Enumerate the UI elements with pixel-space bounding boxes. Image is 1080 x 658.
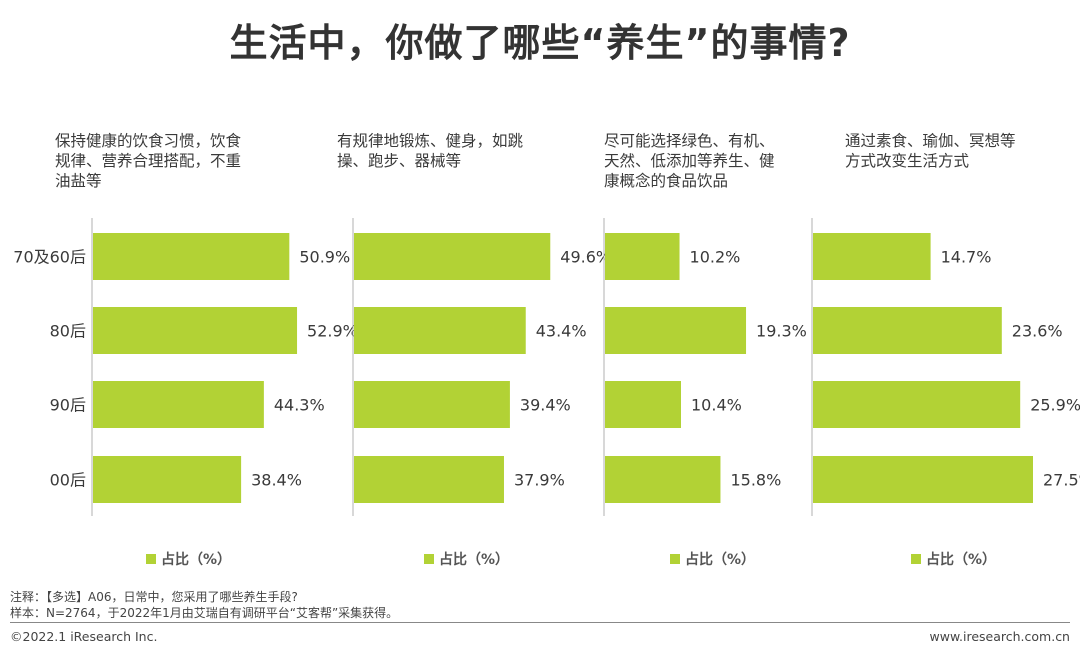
legend-swatch [670,554,680,564]
legend-swatch [424,554,434,564]
legend-label: 占比（%） [161,552,232,568]
bar [605,381,681,428]
panel-3-label-line: 天然、低添加等养生、健 [604,152,775,170]
category-label: 00后 [50,471,86,490]
note-question: 注释：【多选】A06，日常中，您采用了哪些养生手段? [10,590,298,604]
bar [354,307,526,354]
legend-label: 占比（%） [926,552,997,568]
data-label: 10.4% [691,396,742,415]
data-label: 27.5% [1043,471,1080,490]
bar [605,456,721,503]
legend-label: 占比（%） [439,552,510,568]
panel-4-label: 通过素食、瑜伽、冥想等 方式改变生活方式 [845,131,1016,171]
data-label: 44.3% [274,396,325,415]
data-label: 52.9% [307,322,358,341]
panel-2-label-line: 操、跑步、器械等 [337,152,462,170]
category-label: 80后 [50,322,86,341]
data-label: 14.7% [941,248,992,267]
page-title: 生活中，你做了哪些“养生”的事情? [229,21,851,65]
panel-1-label: 保持健康的饮食习惯，饮食 规律、营养合理搭配，不重 油盐等 [55,131,241,191]
bar [605,307,747,354]
bar [93,233,290,280]
bar [813,233,931,280]
legend-3: 占比（%） [670,549,758,569]
panel-1-label-line: 保持健康的饮食习惯，饮食 [55,132,242,150]
website-link[interactable]: www.iresearch.com.cn [929,629,1071,644]
bar [354,456,504,503]
panel-4-label-line: 方式改变生活方式 [845,152,970,170]
data-label: 25.9% [1030,396,1080,415]
bar [813,381,1021,428]
legend-swatch [911,554,921,564]
bar [93,381,264,428]
bar [93,456,242,503]
panel-2-label-line: 有规律地锻炼、健身，如跳 [337,132,524,150]
bar [354,233,551,280]
category-label: 70及60后 [13,248,86,267]
panel-1-label-line: 规律、营养合理搭配，不重 [55,152,242,170]
legend-1: 占比（%） [146,549,234,569]
data-label: 50.9% [299,248,350,267]
bar [813,307,1002,354]
panel-3-label-line: 康概念的食品饮品 [604,172,729,190]
panel-3-label: 尽可能选择绿色、有机、 天然、低添加等养生、健 康概念的食品饮品 [604,131,775,191]
data-label: 37.9% [514,471,565,490]
data-label: 19.3% [756,322,807,341]
panel-3-label-line: 尽可能选择绿色、有机、 [604,132,775,150]
panel-1-label-line: 油盐等 [55,172,102,190]
bar [605,233,680,280]
data-label: 15.8% [730,471,781,490]
panel-4-label-line: 通过素食、瑜伽、冥想等 [845,132,1016,150]
category-label: 90后 [50,396,86,415]
legend-4: 占比（%） [911,549,999,569]
footer-divider [10,622,1070,623]
data-label: 39.4% [520,396,571,415]
data-label: 23.6% [1012,322,1063,341]
legend-2: 占比（%） [424,549,512,569]
data-label: 38.4% [251,471,302,490]
copyright: ©2022.1 iResearch Inc. [10,629,158,644]
data-label: 10.2% [690,248,741,267]
data-label: 49.6% [560,248,611,267]
panel-2-label: 有规律地锻炼、健身，如跳 操、跑步、器械等 [337,131,523,171]
data-label: 43.4% [536,322,587,341]
legend-swatch [146,554,156,564]
note-sample: 样本：N=2764，于2022年1月由艾瑞自有调研平台“艾客帮”采集获得。 [10,606,399,620]
legend-label: 占比（%） [685,552,756,568]
bar [93,307,298,354]
bar [813,456,1033,503]
bar [354,381,510,428]
